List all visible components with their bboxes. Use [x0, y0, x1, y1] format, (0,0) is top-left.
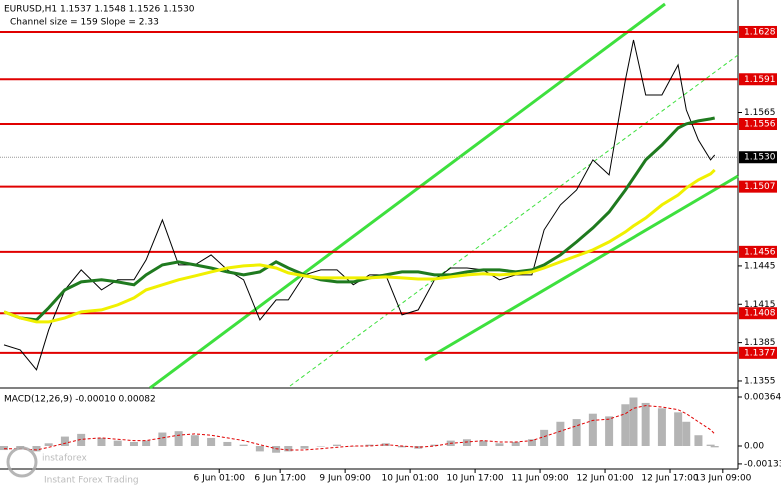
x-tick-label: 9 Jun 09:00	[319, 474, 371, 484]
y-tick-label: 0.00364	[744, 393, 781, 403]
macd-bar	[430, 444, 439, 446]
macd-bar	[605, 416, 614, 446]
channel-mid	[289, 54, 739, 387]
macd-bar	[540, 429, 549, 446]
y-tick-label: -0.00133	[744, 459, 781, 469]
macd-bar	[365, 444, 374, 446]
current-price-bg	[739, 151, 777, 164]
macd-bar	[158, 432, 167, 446]
current-price-label: 1.1530	[744, 153, 776, 163]
y-tick-label: 1.1445	[744, 261, 776, 271]
macd-bar	[479, 440, 488, 446]
macd-bar	[0, 446, 8, 451]
macd-bar	[239, 444, 248, 446]
level-label: 1.1456	[744, 247, 776, 257]
level-label: 1.1628	[744, 27, 776, 37]
level-label-bg	[739, 180, 777, 193]
macd-bar	[511, 441, 520, 446]
chart-subtitle: Channel size = 159 Slope = 2.33	[10, 18, 159, 28]
macd-bar	[129, 441, 138, 446]
x-tick-label: 11 Jun 09:00	[511, 474, 568, 484]
macd-bar	[527, 439, 536, 446]
x-tick-label: 6 Jun 01:00	[194, 474, 246, 484]
y-tick-label: 1.1415	[744, 300, 776, 310]
logo-brand: instaforex	[42, 454, 87, 464]
macd-bar	[190, 435, 199, 446]
level-label: 1.1591	[744, 75, 776, 85]
macd-bar	[694, 435, 703, 446]
macd-bar	[77, 433, 86, 446]
level-label: 1.1507	[744, 182, 776, 192]
signal-line	[4, 405, 716, 451]
macd-bar	[223, 441, 232, 446]
macd-bar	[572, 419, 581, 446]
macd-bar	[207, 437, 216, 446]
macd-bar	[272, 446, 281, 453]
macd-bar	[682, 421, 691, 446]
macd-bar	[706, 444, 715, 446]
macd-bar	[414, 446, 423, 449]
x-tick-label: 10 Jun 01:00	[382, 474, 439, 484]
channel-line	[424, 174, 739, 362]
macd-bar	[629, 397, 638, 446]
level-label-bg	[739, 25, 777, 38]
macd-bar	[674, 412, 683, 446]
level-label-bg	[739, 73, 777, 86]
macd-bar	[113, 440, 122, 446]
macd-bar	[621, 404, 630, 446]
level-label: 1.1556	[744, 120, 776, 130]
y-tick-label: 1.1355	[744, 376, 776, 386]
logo-icon	[6, 446, 38, 478]
y-tick-label: 0.00	[744, 442, 764, 452]
level-label: 1.1408	[744, 309, 776, 319]
macd-bar	[462, 439, 471, 446]
y-tick-label: 1.1565	[744, 108, 776, 118]
macd-title: MACD(12,26,9) -0.00010 0.00082	[4, 395, 156, 405]
macd-bar	[588, 413, 597, 446]
macd-bar	[316, 446, 325, 447]
plot: 1.1565 1.1445 1.1415 1.1385 1.1355 6 Jun 01:0…	[0, 25, 781, 484]
level-label: 1.1377	[744, 348, 776, 358]
level-label-bg	[739, 118, 777, 131]
chart-title: EURUSD,H1 1.1537 1.1548 1.1526 1.1530	[4, 5, 195, 15]
level-label-bg	[739, 346, 777, 359]
macd-bar	[333, 444, 342, 446]
x-tick-label: 12 Jun 17:00	[641, 474, 698, 484]
macd-bar	[397, 446, 406, 448]
x-tick-label: 10 Jun 17:00	[446, 474, 503, 484]
macd-bar	[300, 446, 309, 449]
macd-bar	[255, 446, 264, 452]
macd-bar	[174, 431, 183, 446]
macd-bar	[60, 436, 69, 446]
macd-bar	[641, 402, 650, 446]
macd-bar	[657, 408, 666, 446]
series-line	[3, 168, 716, 324]
macd-bar	[32, 446, 41, 452]
macd-bar	[44, 443, 53, 446]
x-tick-label: 6 Jun 17:00	[254, 474, 306, 484]
x-tick-label: 13 Jun 09:00	[694, 474, 751, 484]
logo-tagline: Instant Forex Trading	[44, 476, 139, 486]
channel-line	[149, 2, 666, 390]
macd-bar	[284, 446, 293, 452]
macd-bar	[495, 443, 504, 446]
macd-bar	[556, 421, 565, 446]
y-tick-label: 1.1385	[744, 338, 776, 348]
macd-bar	[97, 437, 106, 446]
level-label-bg	[739, 245, 777, 258]
level-label-bg	[739, 307, 777, 320]
x-tick-label: 12 Jun 01:00	[576, 474, 633, 484]
macd-bar	[142, 440, 151, 446]
logo: instaforex Instant Forex Trading	[6, 446, 139, 486]
macd-bar	[710, 446, 719, 448]
